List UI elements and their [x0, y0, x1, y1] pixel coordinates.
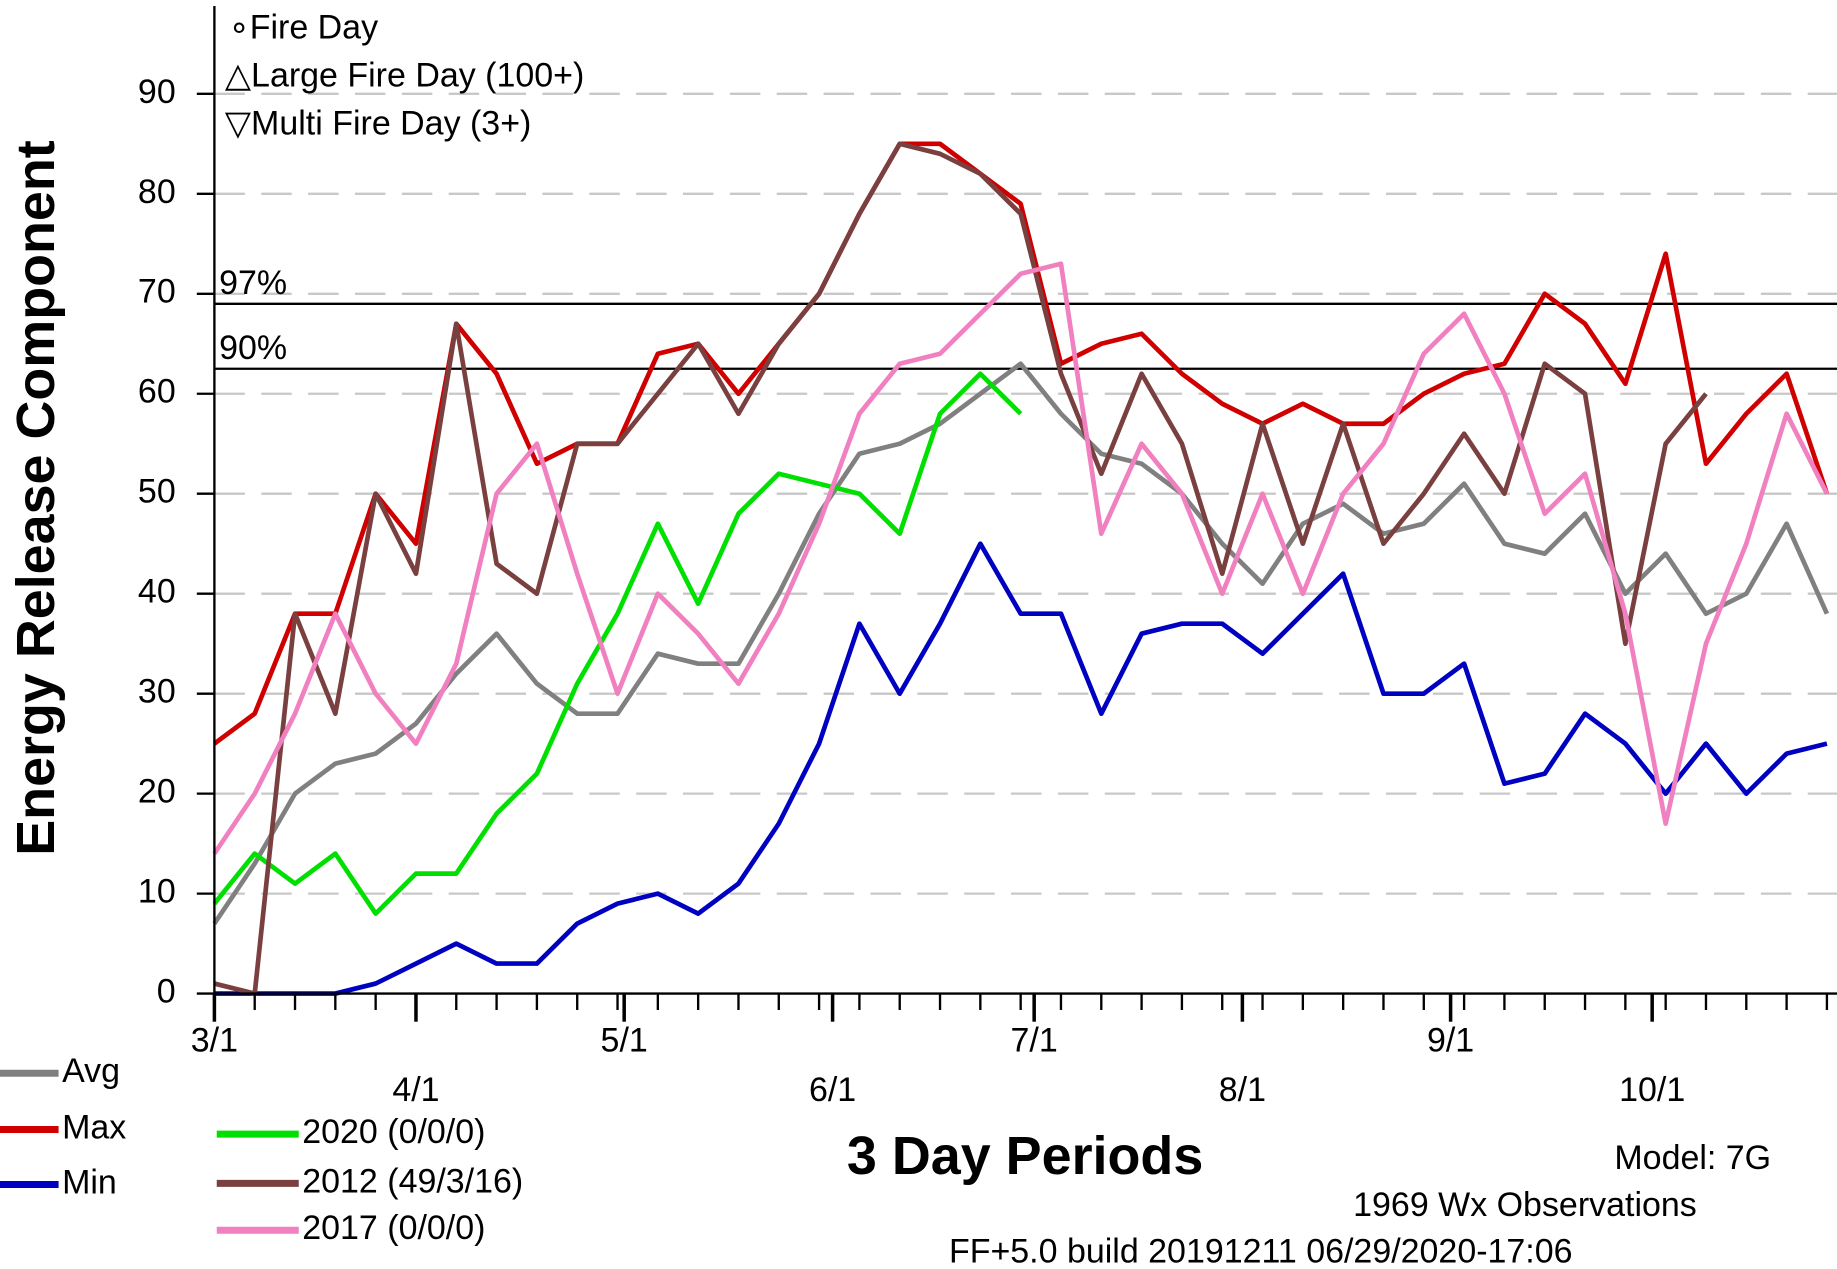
plot-area: 97% 90%	[212, 92, 1837, 996]
series-line	[212, 361, 1830, 925]
legend-label: 2017 (0/0/0)	[302, 1209, 485, 1247]
footer-text: FF+5.0 build 20191211 06/29/2020-17:06	[949, 1233, 1573, 1269]
legend-label: 2020 (0/0/0)	[302, 1113, 485, 1151]
annotation: ∘Fire Day	[228, 8, 378, 46]
y-axis-label: Energy Release Component	[6, 140, 66, 856]
series-line	[214, 541, 1828, 996]
x-tick-label: 7/1	[1011, 1022, 1058, 1060]
x-tick-label: 5/1	[601, 1022, 648, 1060]
y-tick-label: 80	[138, 173, 176, 211]
legend-label: Avg	[62, 1052, 120, 1090]
y-tick-label: 20	[138, 773, 176, 811]
y-tick-label: 70	[138, 273, 176, 311]
x-tick-label: 10/1	[1619, 1071, 1685, 1109]
annotation: ▽Multi Fire Day (3+)	[225, 104, 531, 142]
legend-label: Max	[62, 1108, 126, 1146]
x-tick-label: 3/1	[191, 1022, 238, 1060]
x-tick-label: 8/1	[1219, 1071, 1266, 1109]
x-tick-label: 4/1	[392, 1071, 439, 1109]
series-line	[212, 261, 1830, 855]
y-tick-label: 40	[138, 573, 176, 611]
legend-label: 2012 (49/3/16)	[302, 1162, 523, 1200]
legend-label: Min	[62, 1164, 117, 1202]
x-axis-label: 3 Day Periods	[847, 1126, 1203, 1186]
reference-label: 90%	[219, 329, 287, 367]
y-tick-label: 90	[138, 73, 176, 111]
y-tick-label: 50	[138, 473, 176, 511]
footer-text: Model: 7G	[1614, 1139, 1771, 1177]
y-tick-label: 10	[138, 873, 176, 911]
footer-text: 1969 Wx Observations	[1353, 1186, 1697, 1224]
y-tick-label: 30	[138, 673, 176, 711]
y-tick-label: 60	[138, 373, 176, 411]
series-line	[212, 141, 1830, 746]
x-tick-label: 9/1	[1427, 1022, 1474, 1060]
series-line	[213, 141, 1708, 996]
series-line	[212, 371, 1023, 916]
annotation: △Large Fire Day (100+)	[225, 56, 584, 94]
reference-label: 97%	[219, 264, 287, 302]
y-tick-label: 0	[157, 973, 176, 1011]
x-tick-label: 6/1	[809, 1071, 856, 1109]
